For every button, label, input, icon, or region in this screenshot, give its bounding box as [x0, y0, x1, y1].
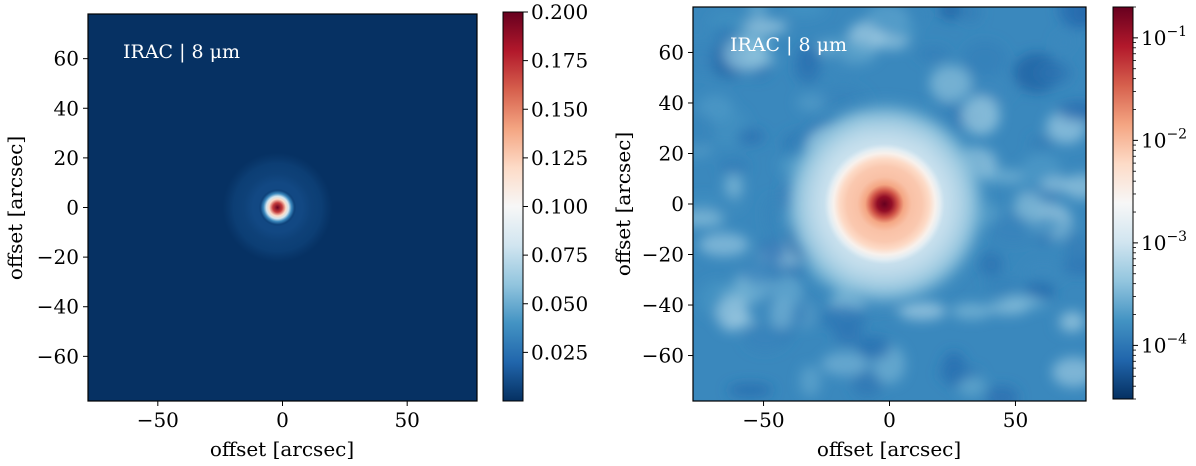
colorbar-tick-label: 0.150: [531, 97, 588, 121]
colorbar-tick-label: 0.100: [531, 195, 588, 219]
axis-ticks: −50 0 50 −60 −40 −20 0 20 40 60: [642, 40, 1028, 432]
x-tick-label: 0: [276, 408, 289, 432]
y-tick-label: −40: [37, 295, 79, 319]
colorbar-tick-label: 0.025: [531, 340, 588, 364]
x-axis-label: offset [arcsec]: [210, 437, 354, 461]
colorbar-tick-label: 0.175: [531, 49, 588, 73]
y-tick-label: 60: [659, 40, 684, 64]
x-axis-label: offset [arcsec]: [817, 437, 961, 461]
panel-annotation: IRAC | 8 μm: [730, 34, 847, 56]
x-tick-label: 50: [1003, 408, 1028, 432]
y-tick-label: 40: [54, 96, 79, 120]
y-tick-label: 20: [54, 146, 79, 170]
colorbar-tick-label: 10−4: [1141, 331, 1187, 357]
colorbar-tick-exponent: −4: [1166, 331, 1187, 347]
heatmap-linear: [88, 14, 477, 401]
colorbar-tick-label: 10−1: [1141, 24, 1187, 50]
y-tick-label: −40: [642, 293, 684, 317]
y-tick-label: 20: [659, 141, 684, 165]
psf-core: [258, 188, 297, 227]
axis-ticks: −50 0 50 −60 −40 −20 0 20 40 60: [37, 47, 420, 432]
y-tick-label: −20: [37, 245, 79, 269]
colorbar-tick-label: 0.050: [531, 292, 588, 316]
panel-linear: IRAC | 8 μm −50 0 50 −60 −40 −20 0 20 40 60 offse…: [3, 0, 588, 461]
y-tick-label: −60: [642, 344, 684, 368]
panel-log: IRAC | 8 μm −50 0 50 −60 −40 −20 0 20 40 60 offse…: [611, 6, 1187, 461]
y-tick-label: −20: [642, 243, 684, 267]
psf-core: [824, 143, 945, 265]
y-tick-label: 40: [659, 91, 684, 115]
y-axis-label: offset [arcsec]: [611, 132, 635, 276]
colorbar-tick-label: 0.200: [531, 0, 588, 24]
colorbar-tick-exponent: −3: [1166, 229, 1187, 245]
colorbar-tick-label: 0.075: [531, 243, 588, 267]
x-tick-label: 0: [883, 408, 896, 432]
colorbar-tick-label: 10−3: [1141, 229, 1187, 255]
colorbar-log: [1112, 6, 1134, 400]
y-tick-label: −60: [37, 344, 79, 368]
colorbar-ticks: 10−4 10−3 10−2 10−1: [1133, 6, 1187, 400]
panel-annotation: IRAC | 8 μm: [123, 41, 240, 63]
colorbar-linear: [502, 11, 524, 402]
colorbar-tick-exponent: −2: [1166, 126, 1187, 142]
colorbar-tick-label: 10−2: [1141, 126, 1187, 152]
y-axis-label: offset [arcsec]: [3, 136, 27, 280]
x-tick-label: −50: [742, 408, 784, 432]
x-tick-label: 50: [394, 408, 419, 432]
heatmap-log: [693, 7, 1086, 401]
y-tick-label: 0: [66, 196, 79, 220]
colorbar-tick-exponent: −1: [1166, 24, 1187, 40]
y-tick-label: 60: [54, 47, 79, 71]
y-tick-label: 0: [671, 192, 684, 216]
colorbar-ticks: 0.025 0.050 0.075 0.100 0.125 0.150 0.175 0.200: [523, 0, 588, 364]
x-tick-label: −50: [137, 408, 179, 432]
colorbar-tick-label: 0.125: [531, 146, 588, 170]
